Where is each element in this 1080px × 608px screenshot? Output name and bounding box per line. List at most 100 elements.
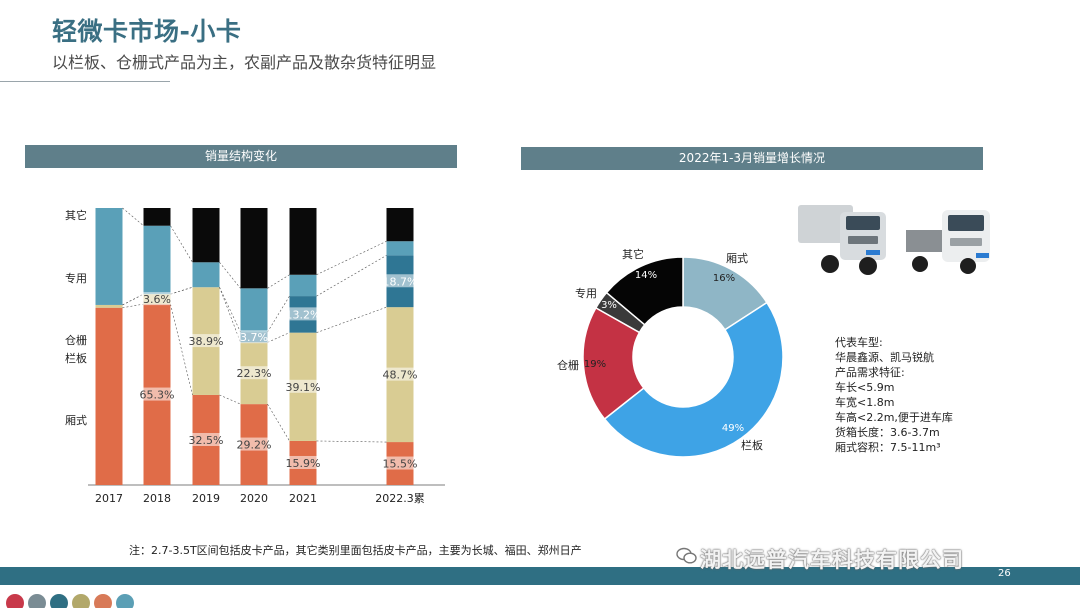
x-tick-label: 2018 [143, 492, 171, 505]
slice-percent-label: 14% [635, 270, 657, 281]
x-tick-label: 2021 [289, 492, 317, 505]
bar-segment [192, 262, 220, 288]
decor-dot [72, 594, 90, 608]
connector-line [122, 207, 144, 226]
watermark: 湖北远普汽车科技有限公司 [700, 548, 964, 572]
connector-line [267, 274, 290, 289]
connector-line [316, 306, 387, 333]
connector-line [267, 295, 290, 333]
bar-segment [95, 208, 123, 305]
data-label: 22.3% [237, 367, 272, 380]
data-label-bg [383, 456, 417, 470]
data-label-bg [140, 292, 174, 306]
vehicle-info: 代表车型: 华晨鑫源、凯马锐航 产品需求特征: 车长<5.9m 车宽<1.8m … [835, 335, 953, 455]
data-label: 18.7% [383, 275, 418, 288]
x-tick-label: 2019 [192, 492, 220, 505]
slice-name-label: 厢式 [726, 252, 748, 265]
data-label: 15.9% [286, 457, 321, 470]
x-tick-label: 2022.3累 [375, 492, 425, 505]
connector-line [170, 304, 193, 396]
left-panel-header: 销量结构变化 [25, 145, 457, 168]
connector-line [267, 403, 290, 442]
x-tick-label: 2017 [95, 492, 123, 505]
data-label-bg [286, 307, 320, 321]
bar-segment [95, 304, 123, 308]
decor-dot [28, 594, 46, 608]
slice-percent-label: 3% [601, 300, 617, 311]
slice-percent-label: 16% [713, 273, 735, 284]
donut-slice [603, 301, 784, 458]
bar-segment [289, 274, 317, 297]
page-number: 26 [998, 568, 1011, 579]
slice-name-label: 其它 [622, 247, 644, 261]
data-label: 39.1% [286, 381, 321, 394]
info-line: 货箱长度：3.6-3.7m [835, 426, 940, 439]
data-label-bg [189, 432, 223, 446]
bar-segment [143, 208, 171, 226]
bar-segment [192, 208, 220, 263]
bar-segment [95, 307, 123, 485]
data-label: 48.7% [383, 369, 418, 382]
page-title: 轻微卡市场-小卡 [52, 17, 242, 46]
footnote: 注：2.7-3.5T区间包括皮卡产品，其它类别里面包括皮卡产品，主要为长城、福田… [129, 544, 582, 557]
slice-name-label: 栏板 [741, 438, 763, 452]
connector-line [316, 255, 387, 297]
data-label: 29.2% [237, 439, 272, 452]
connector-line [219, 287, 241, 333]
data-label: 15.5% [383, 458, 418, 471]
data-label: 65.3% [140, 389, 175, 402]
connector-line [267, 332, 290, 343]
slice-percent-label: 49% [722, 423, 744, 434]
bar-segment [289, 208, 317, 275]
connector-line [316, 240, 387, 276]
bar-segment [240, 288, 268, 333]
legend-label: 仓栅 [65, 333, 87, 347]
decor-dot [116, 594, 134, 608]
data-label-bg [383, 274, 417, 288]
info-line: 产品需求特征: [835, 366, 905, 379]
slice-percent-label: 19% [584, 359, 606, 370]
data-label-bg [140, 387, 174, 401]
slice-name-label: 仓栅 [557, 358, 579, 372]
bar-segment [143, 225, 171, 295]
data-label-bg [286, 455, 320, 469]
info-line: 车宽<1.8m [835, 396, 895, 409]
connector-line [219, 262, 241, 289]
legend-label: 厢式 [65, 414, 87, 427]
x-tick-label: 2020 [240, 492, 268, 505]
wechat-icon [676, 547, 697, 564]
right-panel-header: 2022年1-3月销量增长情况 [521, 147, 983, 170]
slice-name-label: 专用 [575, 286, 597, 300]
data-label-bg [286, 379, 320, 393]
bar-segment [386, 241, 414, 256]
data-label: 38.9% [189, 335, 224, 348]
data-label: 13.2% [286, 308, 321, 321]
info-line: 厢式容积：7.5-11m³ [835, 441, 941, 454]
bar-segment [240, 208, 268, 289]
data-label-bg [237, 330, 271, 344]
title-divider [0, 81, 170, 82]
decor-dot [6, 594, 24, 608]
legend-label: 其它 [65, 208, 87, 222]
bar-segment [386, 208, 414, 242]
data-label-bg [237, 437, 271, 451]
footer-bar [0, 567, 1080, 585]
decor-dot [94, 594, 112, 608]
page-subtitle: 以栏板、仓栅式产品为主，农副产品及散杂货特征明显 [52, 53, 437, 72]
info-line: 车长<5.9m [835, 381, 895, 394]
data-label-bg [383, 367, 417, 381]
data-label: 3.6% [143, 293, 171, 306]
donut-slice [605, 256, 684, 326]
info-line: 华晨鑫源、凯马锐航 [835, 351, 934, 364]
info-line: 车高<2.2m,便于进车库 [835, 411, 953, 424]
info-line: 代表车型: [835, 336, 883, 349]
legend-label: 专用 [65, 271, 87, 285]
data-label-bg [237, 366, 271, 380]
data-label-bg [189, 334, 223, 348]
data-label: 32.5% [189, 434, 224, 447]
connector-line [170, 225, 193, 263]
decor-dot [50, 594, 68, 608]
data-label: 3.7% [240, 331, 268, 344]
